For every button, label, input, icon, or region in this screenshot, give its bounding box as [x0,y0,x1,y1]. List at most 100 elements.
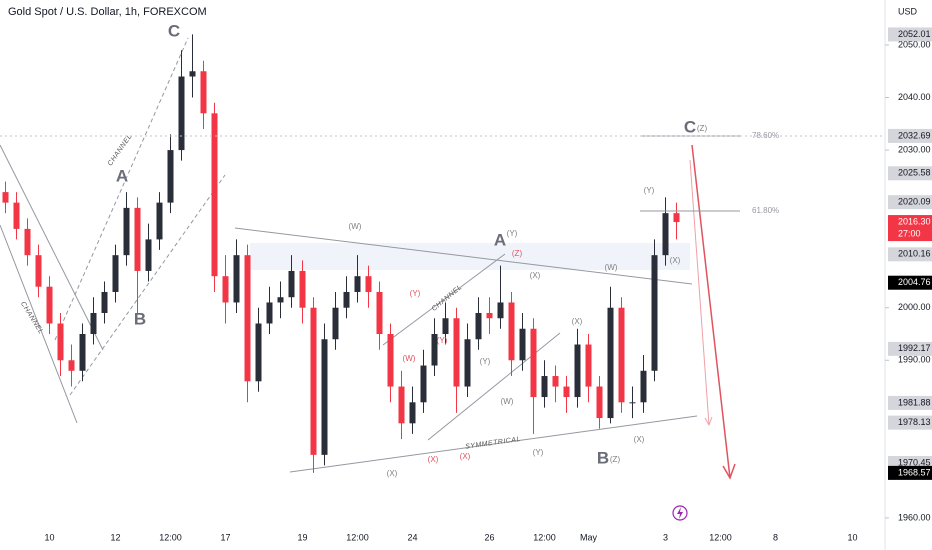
y-tick-label: 1960.00 [898,512,931,522]
x-tick-label: 12:00 [346,532,369,542]
candle-body [57,323,64,361]
wave-label: B [134,309,146,328]
candle-body [563,386,570,398]
chart-title: Gold Spot / U.S. Dollar, 1h, FOREXCOM [8,6,207,18]
candle-body [376,291,383,334]
candle-body [453,318,460,387]
x-tick-label: 12:00 [709,532,732,542]
price-tag-label: 1970.45 [898,457,931,467]
wave-label: (W) [605,263,618,272]
candle-body [651,255,658,371]
channel-line [0,144,104,351]
price-tag-label: 2032.69 [898,130,931,140]
candle-body [420,365,427,403]
wave-label: A [116,166,128,185]
wave-label: (X) [572,317,583,326]
candle-body [541,376,548,398]
candle-body [13,202,20,229]
price-tag [888,27,932,42]
arrow-head [722,463,736,480]
candle-body [35,255,42,287]
candle-body [299,270,306,308]
price-tag-label: 2004.76 [898,277,931,287]
x-tick-label: 24 [407,532,417,542]
candle-body [497,302,504,319]
candle-body [585,344,592,387]
candle-body [101,291,108,313]
price-tag-label: 1992.17 [898,343,931,353]
candle-body [332,307,339,340]
channel-line [69,174,226,396]
wave-label: (Y) [480,357,491,366]
price-tag-label: 1978.13 [898,417,931,427]
candle-body [508,302,515,361]
price-tag-label: 2025.58 [898,168,931,178]
wave-label: (W) [501,397,514,406]
price-tag [888,195,932,210]
candle-body [409,402,416,424]
wave-label: (Z) [697,124,708,133]
y-tick-label: 2000.00 [898,302,931,312]
x-tick-label: 12:00 [533,532,556,542]
candle-body [596,386,603,419]
candle-body [354,276,361,292]
price-tag-label: 2010.16 [898,249,931,259]
wave-label: (X) [387,469,398,478]
wave-label: (Z) [512,249,523,258]
candle-body [321,339,328,455]
wave-label: C [684,117,696,136]
currency-label: USD [898,6,918,16]
candle-body [189,71,196,77]
candle-body [233,255,240,303]
price-tag-label: 2016.30 [898,216,931,226]
x-tick-label: 3 [663,532,668,542]
wave-label: (X) [530,271,541,280]
wave-label: (X) [460,452,471,461]
candle-body [431,333,438,366]
wave-label: (Z) [610,455,621,464]
wave-label: (Y) [437,336,448,345]
candle-body [574,344,581,398]
wave-label: (W) [403,354,416,363]
candle-body [398,386,405,424]
price-tag [888,247,932,262]
event-icon [672,505,688,521]
candle-body [145,239,152,271]
wave-label: (Y) [410,289,421,298]
price-tag-label: 2020.09 [898,197,931,207]
candle-body [640,370,647,403]
candle-body [123,207,130,256]
channel-line [427,332,561,441]
x-tick-label: 19 [297,532,307,542]
wave-label: (Y) [507,229,518,238]
price-tag [888,465,932,480]
x-tick-label: 10 [44,532,54,542]
countdown: 27:00 [898,228,921,238]
candle-body [24,228,31,256]
price-tag-label: 1968.57 [898,467,931,477]
marks [2,34,680,473]
price-tag-label: 2052.01 [898,29,931,39]
wave-label: (X) [670,256,681,265]
fib-label: 61.80% [752,206,779,215]
wave-label: (X) [428,455,439,464]
price-tag [888,415,932,430]
candle-body [156,202,163,240]
candle-body [310,307,317,455]
candle-body [68,360,75,371]
candle-body [519,328,526,361]
candle-body [255,323,262,382]
wave-label: B [597,448,609,467]
projection-arrow [689,159,710,426]
price-tag [888,341,932,356]
event-icon-bolt [677,507,683,519]
candle-body [46,286,53,324]
y-tick-label: 2040.00 [898,92,931,102]
candle-body [673,213,680,223]
candle-body [662,213,669,256]
y-tick-label: 1990.00 [898,355,931,365]
wave-label: (Y) [644,186,655,195]
candle-body [178,76,185,151]
x-tick-label: 10 [847,532,857,542]
